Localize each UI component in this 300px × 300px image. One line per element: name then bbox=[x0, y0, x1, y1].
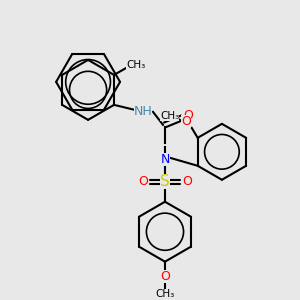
Text: O: O bbox=[138, 175, 148, 188]
Text: NH: NH bbox=[134, 105, 152, 119]
Text: S: S bbox=[160, 174, 170, 189]
Text: CH₃: CH₃ bbox=[155, 289, 175, 298]
Text: N: N bbox=[160, 153, 170, 166]
Text: CH₃: CH₃ bbox=[126, 60, 146, 70]
Text: O: O bbox=[160, 270, 170, 283]
Text: O: O bbox=[182, 175, 192, 188]
Text: CH₃: CH₃ bbox=[160, 111, 179, 121]
Text: O: O bbox=[183, 110, 193, 122]
Text: O: O bbox=[181, 115, 190, 128]
